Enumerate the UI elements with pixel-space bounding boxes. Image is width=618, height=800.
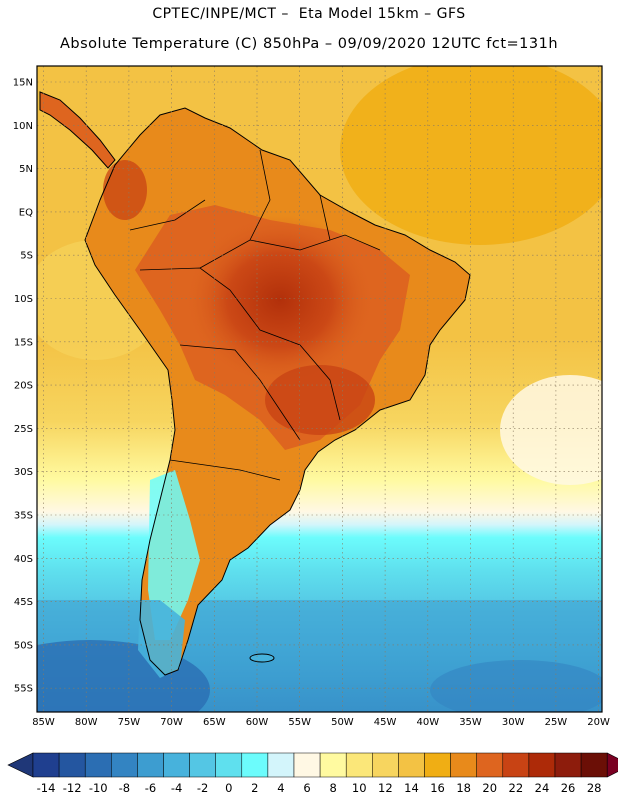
lat-label: 10S <box>14 294 33 305</box>
colorbar-label: -14 <box>37 781 56 795</box>
latitude-labels: 15N 10N 5N EQ 5S 10S 15S 20S 25S 30S 35S 40S 45S 50S 5… <box>13 78 33 695</box>
colorbar-label: 6 <box>303 781 310 795</box>
colorbar-label: -2 <box>197 781 208 795</box>
lat-label: EQ <box>19 207 33 218</box>
colorbar-box <box>241 752 269 778</box>
hot-area-paraguay <box>265 365 375 435</box>
colorbar-label: 16 <box>430 781 445 795</box>
colorbar-box <box>398 752 425 778</box>
colorbar-box <box>450 752 477 778</box>
colorbar-label: 12 <box>378 781 393 795</box>
colorbar-box <box>372 752 399 778</box>
colorbar-under-arrow <box>7 752 34 778</box>
hot-area-colombia <box>103 160 147 220</box>
pale-region-atlantic <box>500 375 602 485</box>
lat-label: 50S <box>14 640 33 651</box>
warm-region-atlantic <box>340 66 602 245</box>
lat-label: 5S <box>20 251 33 262</box>
lon-label: 65W <box>203 717 226 728</box>
colorbar-box <box>215 752 243 778</box>
colorbar-label: -10 <box>89 781 108 795</box>
colorbar-label: 22 <box>509 781 524 795</box>
lon-label: 50W <box>331 717 354 728</box>
colorbar-label: -4 <box>171 781 182 795</box>
lat-label: 35S <box>14 511 33 522</box>
colorbar-label: 14 <box>404 781 419 795</box>
lon-label: 20W <box>587 717 610 728</box>
lat-label: 55S <box>14 684 33 695</box>
lon-label: 80W <box>75 717 98 728</box>
lon-label: 25W <box>545 717 568 728</box>
colorbar-label: 28 <box>587 781 602 795</box>
colorbar-box <box>58 752 86 778</box>
lon-label: 85W <box>32 717 55 728</box>
colorbar-box <box>189 752 216 778</box>
colorbar-label: 10 <box>352 781 367 795</box>
colorbar-box <box>32 752 60 778</box>
colorbar-box <box>137 752 164 778</box>
colorbar-label: 2 <box>251 781 258 795</box>
lon-label: 55W <box>288 717 311 728</box>
colorbar-box <box>84 752 112 778</box>
chart-title-line1: CPTEC/INPE/MCT – Eta Model 15km – GFS <box>152 6 466 22</box>
lon-label: 40W <box>416 717 439 728</box>
colorbar-box <box>111 752 138 778</box>
country-borders <box>129 149 381 481</box>
colorbar-box <box>580 752 608 778</box>
lat-label: 40S <box>14 554 33 565</box>
lat-label: 30S <box>14 467 33 478</box>
colorbar-label: 26 <box>561 781 576 795</box>
map-frame <box>36 65 603 713</box>
lat-label: 20S <box>14 381 33 392</box>
colorbar-box <box>293 752 321 778</box>
hottest-core <box>185 215 375 385</box>
falkland-islands <box>249 653 275 663</box>
lat-label: 25S <box>14 424 33 435</box>
lat-label: 45S <box>14 597 33 608</box>
colorbar-box <box>319 752 347 778</box>
lon-label: 45W <box>374 717 397 728</box>
colorbar-box <box>476 752 504 778</box>
map-field <box>37 66 602 712</box>
colorbar-label: 8 <box>329 781 336 795</box>
colorbar-box <box>554 752 582 778</box>
chart-title-line2: Absolute Temperature (C) 850hPa – 09/09/… <box>59 36 559 52</box>
colorbar-label: -8 <box>119 781 130 795</box>
colorbar-label: -6 <box>145 781 156 795</box>
lon-label: 35W <box>459 717 482 728</box>
lat-label: 15S <box>14 337 33 348</box>
longitude-labels: 85W 80W 75W 70W 65W 60W 55W 50W 45W 40W 35W 30W 25W 2… <box>32 717 610 728</box>
colorbar-label: -12 <box>63 781 82 795</box>
lon-label: 70W <box>160 717 183 728</box>
lat-label: 15N <box>13 78 33 89</box>
colorbar-label: 20 <box>482 781 497 795</box>
coastline <box>84 107 471 676</box>
colorbar-label: 24 <box>535 781 550 795</box>
andes-cool-strip <box>148 470 200 640</box>
colorbar-box <box>267 752 295 778</box>
colorbar-over-arrow <box>606 752 618 778</box>
colorbar-label: 0 <box>225 781 232 795</box>
lat-label: 10N <box>13 121 33 132</box>
colorbar-box <box>528 752 556 778</box>
lon-label: 30W <box>502 717 525 728</box>
colorbar-box <box>424 752 451 778</box>
lon-label: 75W <box>118 717 141 728</box>
colorbar-box <box>502 752 530 778</box>
colorbar-box <box>163 752 190 778</box>
lat-label: 5N <box>19 164 33 175</box>
colorbar-box <box>345 752 373 778</box>
colorbar-label: 4 <box>277 781 284 795</box>
central-america-land <box>39 91 116 169</box>
lon-label: 60W <box>246 717 269 728</box>
cold-region-se <box>430 660 602 712</box>
colorbar-label: 18 <box>456 781 471 795</box>
